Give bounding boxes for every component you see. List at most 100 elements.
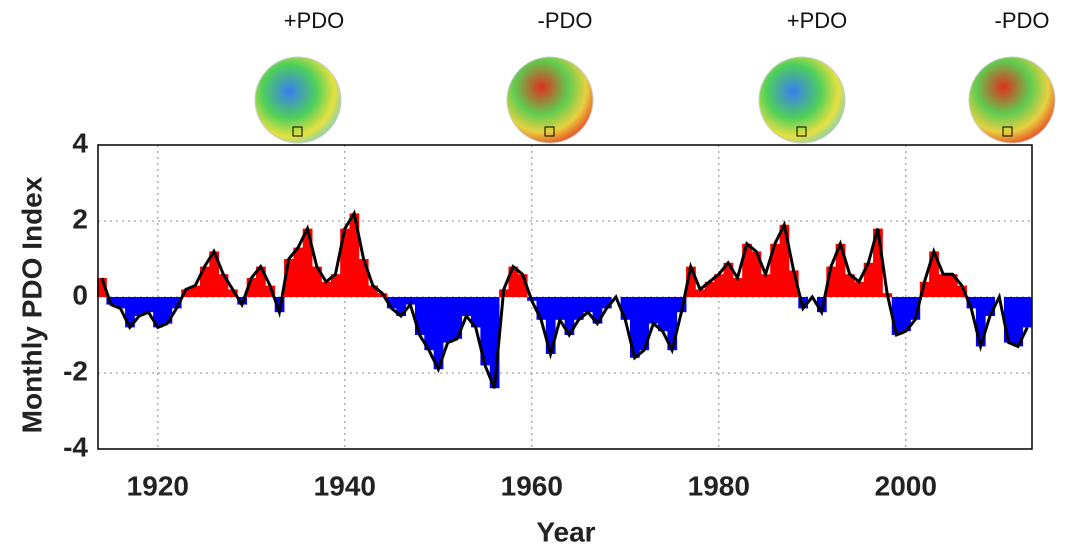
globes	[254, 56, 1056, 144]
box	[1002, 126, 1013, 137]
bar	[536, 297, 547, 320]
bar	[667, 297, 678, 351]
bar	[798, 297, 809, 309]
bar	[396, 297, 406, 316]
bar	[957, 285, 967, 297]
bar	[658, 297, 668, 332]
bar	[302, 228, 313, 297]
bar	[330, 274, 341, 297]
bar	[704, 281, 715, 297]
x-tick-label: 1960	[501, 470, 563, 501]
bar	[358, 259, 369, 297]
bar	[452, 297, 463, 339]
bar	[461, 297, 472, 316]
plot-frame	[97, 144, 1033, 450]
bar	[910, 297, 921, 320]
bar	[592, 297, 603, 324]
annotation: -PDO	[995, 8, 1050, 33]
bar	[1022, 297, 1033, 328]
bar	[134, 297, 145, 316]
bar	[199, 266, 210, 297]
bar	[209, 251, 220, 297]
bar	[480, 297, 491, 366]
bar	[1013, 297, 1024, 347]
bar	[414, 297, 425, 335]
bar	[929, 251, 939, 297]
globe	[758, 56, 846, 144]
bar	[601, 297, 612, 309]
bar	[891, 297, 902, 335]
annotation: +PDO	[284, 8, 345, 33]
y-tick-label: 2	[72, 203, 88, 234]
box	[544, 126, 555, 137]
bar	[442, 297, 453, 343]
bar	[639, 297, 650, 351]
bar	[312, 266, 322, 297]
bar	[873, 228, 883, 297]
bar	[424, 297, 435, 351]
bar	[471, 297, 481, 328]
bar	[564, 297, 575, 335]
y-tick-label: 0	[72, 279, 88, 310]
bar	[788, 270, 799, 297]
bar	[386, 297, 397, 309]
bar	[723, 262, 734, 297]
bar	[919, 281, 930, 297]
bar	[835, 243, 846, 297]
bar	[1003, 297, 1014, 343]
x-tick-label: 1980	[688, 470, 750, 501]
bar	[966, 297, 977, 309]
bar	[854, 281, 865, 297]
bar	[901, 297, 911, 332]
bar	[573, 297, 584, 320]
bar	[686, 266, 696, 297]
bar	[227, 289, 238, 297]
bar	[985, 297, 996, 316]
globe	[254, 56, 342, 144]
bar	[583, 297, 593, 313]
bar	[742, 243, 752, 297]
bar	[171, 297, 182, 309]
bar	[489, 297, 500, 389]
box	[796, 126, 807, 137]
x-tick-label: 2000	[875, 470, 937, 501]
bar	[938, 274, 949, 297]
bar	[629, 297, 640, 358]
bar	[760, 274, 771, 297]
bar	[714, 274, 724, 297]
bar	[508, 266, 519, 297]
bar	[162, 297, 173, 324]
bar	[770, 243, 780, 297]
x-axis-label: Year	[536, 516, 595, 547]
bar	[405, 297, 416, 305]
index-line	[100, 209, 1029, 389]
bar	[153, 297, 163, 328]
bar	[826, 266, 837, 297]
bar	[433, 297, 444, 370]
bar	[732, 278, 743, 297]
bar	[125, 297, 135, 328]
bar	[143, 297, 154, 313]
globe	[506, 56, 594, 144]
bar	[97, 278, 107, 297]
bar	[517, 274, 528, 297]
y-tick-label: -2	[63, 355, 88, 386]
bar	[863, 262, 874, 297]
bar	[751, 251, 762, 297]
bar	[284, 259, 294, 297]
globe	[968, 56, 1056, 144]
bar	[181, 289, 191, 297]
bar	[115, 297, 126, 309]
bar	[620, 297, 631, 320]
bar	[555, 297, 565, 320]
bar	[779, 224, 790, 297]
y-tick-label: 4	[72, 127, 88, 158]
bar	[218, 274, 229, 297]
bar	[695, 289, 706, 297]
x-tick-label: 1920	[127, 470, 189, 501]
bar	[975, 297, 986, 347]
bar	[321, 281, 332, 297]
annotation: +PDO	[787, 8, 848, 33]
bar	[293, 247, 304, 297]
